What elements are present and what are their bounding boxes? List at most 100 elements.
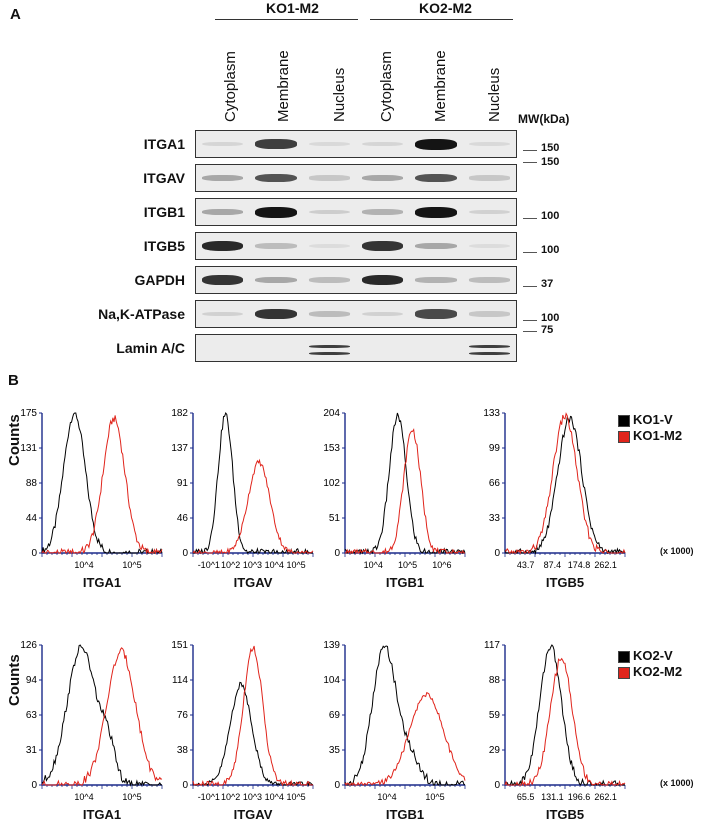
blot-band: [255, 243, 297, 249]
blot-band: [415, 309, 457, 319]
mw-marker-value: 100: [541, 244, 560, 256]
x-tick-label: 10^5: [398, 560, 417, 570]
legend-ko2-m2-swatch: [618, 666, 630, 679]
blot-row-label: GAPDH: [134, 272, 185, 288]
blot-band: [415, 242, 457, 250]
y-tick-label: 104: [323, 675, 340, 686]
col-header-nucleus-1: Nucleus: [331, 67, 348, 122]
blot-row-label: ITGAV: [143, 170, 185, 186]
m2-series-line: [344, 691, 466, 787]
blot-band: [415, 138, 457, 150]
x-tick-label: 10^4: [265, 560, 284, 570]
legend-ko1-v: KO1-V: [618, 412, 673, 427]
legend-ko2-m2: KO2-M2: [618, 664, 682, 679]
histogram-plot: 204 153 102 51 0 10^4 10^5 10^6: [323, 408, 466, 570]
y-tick-label: 99: [489, 443, 501, 454]
group-ko1-m2: KO1-M2: [266, 0, 319, 16]
control-series-line: [193, 411, 313, 555]
control-series-line: [192, 681, 314, 787]
x-tick-label: 10^4: [364, 560, 383, 570]
legend-ko2-v: KO2-V: [618, 648, 673, 663]
histogram-xlabel: ITGB1: [385, 807, 425, 822]
y-tick-label: 131: [20, 443, 37, 454]
x-tick-label: 43.7: [517, 560, 535, 570]
control-series-line: [344, 645, 466, 786]
y-tick-label: 114: [172, 675, 188, 686]
mw-marker-tick: [523, 162, 537, 163]
col-header-cytoplasm-1: Cytoplasm: [222, 51, 239, 122]
y-tick-label: 204: [323, 408, 340, 419]
axis-frame: [504, 413, 625, 554]
mw-marker-value: 100: [541, 312, 560, 324]
x-tick-label: 10^5: [286, 792, 305, 802]
blot-band: [255, 276, 297, 284]
m2-series-line: [41, 415, 163, 555]
blot-band: [308, 311, 350, 317]
blot-row-label: ITGB5: [143, 238, 185, 254]
blot-band: [468, 277, 510, 283]
blot-band: [362, 141, 404, 147]
histogram-xlabel: ITGA1: [82, 575, 122, 590]
group-ko2-m2: KO2-M2: [419, 0, 472, 16]
y-tick-label: 126: [20, 640, 37, 651]
histogram-xlabel: ITGB5: [545, 807, 585, 822]
blot-band: [308, 141, 350, 147]
blot-band: [202, 141, 244, 147]
blot-band: [468, 345, 510, 348]
axis-frame: [192, 645, 313, 786]
blot-strip: [195, 334, 517, 362]
x-tick-label: 10^4: [74, 560, 93, 570]
histogram-xlabel: ITGB5: [545, 575, 585, 590]
blot-strip: [195, 266, 517, 294]
y-tick-label: 38: [177, 745, 189, 756]
x-tick-label: 10^4: [265, 792, 284, 802]
y-tick-label: 0: [494, 548, 500, 559]
blot-band: [468, 141, 510, 147]
control-series-line: [344, 412, 466, 555]
y-tick-label: 94: [26, 675, 38, 686]
blot-band: [255, 309, 297, 319]
y-tick-label: 63: [26, 710, 38, 721]
y-tick-label: 133: [483, 408, 500, 419]
x-tick-label: 10^5: [425, 792, 444, 802]
blot-band: [202, 174, 244, 182]
mw-marker-tick: [523, 150, 537, 151]
blot-strip: [195, 198, 517, 226]
m2-series-line: [192, 645, 313, 787]
x-tick-label: 65.5: [517, 792, 535, 802]
control-series-line: [41, 644, 163, 787]
blot-band: [468, 311, 510, 317]
blot-band: [415, 277, 457, 283]
y-tick-label: 0: [334, 548, 340, 559]
blot-band: [255, 206, 297, 218]
col-header-cytoplasm-2: Cytoplasm: [378, 51, 395, 122]
y-tick-label: 88: [26, 478, 38, 489]
blot-strip: [195, 232, 517, 260]
blot-band: [202, 311, 244, 317]
blot-band: [308, 243, 350, 249]
control-series-line: [41, 412, 163, 554]
y-tick-label: 0: [494, 780, 500, 791]
legend-ko1-v-swatch: [618, 414, 630, 427]
blot-band: [468, 243, 510, 249]
blot-band: [362, 241, 404, 251]
x-tick-label: -10^1: [198, 560, 220, 570]
histogram-plot: 117 88 59 29 0 65.5 131.1 196.6 262.1: [484, 640, 626, 802]
y-tick-label: 0: [31, 548, 37, 559]
x1000-label-row1: (x 1000): [660, 546, 694, 556]
control-series-line: [504, 415, 626, 555]
blot-band: [362, 274, 404, 286]
x-tick-label: 262.1: [594, 792, 617, 802]
blot-row-label: ITGA1: [143, 136, 185, 152]
mw-marker-tick: [523, 331, 537, 332]
histogram-xlabel: ITGAV: [233, 807, 273, 822]
y-tick-label: 51: [329, 513, 341, 524]
group-ko1-divider: [215, 19, 358, 20]
y-tick-label: 29: [489, 745, 501, 756]
y-tick-label: 91: [177, 478, 189, 489]
x-tick-label: 196.6: [568, 792, 591, 802]
group-ko2-divider: [370, 19, 513, 20]
blot-row-label: Lamin A/C: [116, 340, 185, 356]
y-tick-label: 117: [484, 640, 500, 651]
mw-header: MW(kDa): [518, 112, 570, 126]
